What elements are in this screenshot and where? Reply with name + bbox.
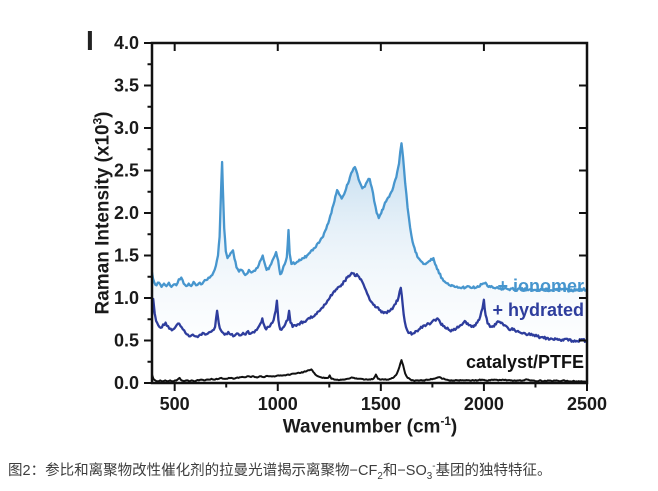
series-label-hydrated: + hydrated	[492, 300, 584, 320]
y-tick-label: 3.5	[114, 76, 139, 96]
x-tick-label: 2500	[567, 394, 607, 414]
y-tick-label: 1.5	[114, 246, 139, 266]
series-curve-hydrated	[152, 271, 587, 343]
y-tick-label: 2.5	[114, 161, 139, 181]
y-tick-label: 2.0	[114, 203, 139, 223]
x-axis-title: Wavenumber (cm-1)	[282, 415, 458, 438]
y-tick-label: 1.0	[114, 288, 139, 308]
x-tick-label: 2000	[464, 394, 504, 414]
series-curve-catalyst	[152, 359, 587, 383]
x-tick-label: 1000	[258, 394, 298, 414]
fill-between-ionomer-hydrated	[152, 143, 587, 342]
y-tick-label: 0.5	[114, 331, 139, 351]
series-label-ionomer: + ionomer	[497, 276, 584, 296]
y-tick-label: 3.0	[114, 118, 139, 138]
y-tick-label: 4.0	[114, 33, 139, 53]
x-tick-label: 1500	[361, 394, 401, 414]
y-tick-label: 0.0	[114, 373, 139, 393]
series-label-catalyst: catalyst/PTFE	[465, 352, 584, 372]
x-tick-label: 500	[160, 394, 190, 414]
series-curve-ionomer	[152, 142, 587, 293]
panel-label: I	[86, 25, 94, 56]
figure-caption: 图2：参比和离聚物改性催化剂的拉曼光谱揭示离聚物−CF2和−SO3-基团的独特特…	[8, 461, 552, 482]
y-axis-title: Raman Intensity (x103)	[91, 111, 114, 315]
